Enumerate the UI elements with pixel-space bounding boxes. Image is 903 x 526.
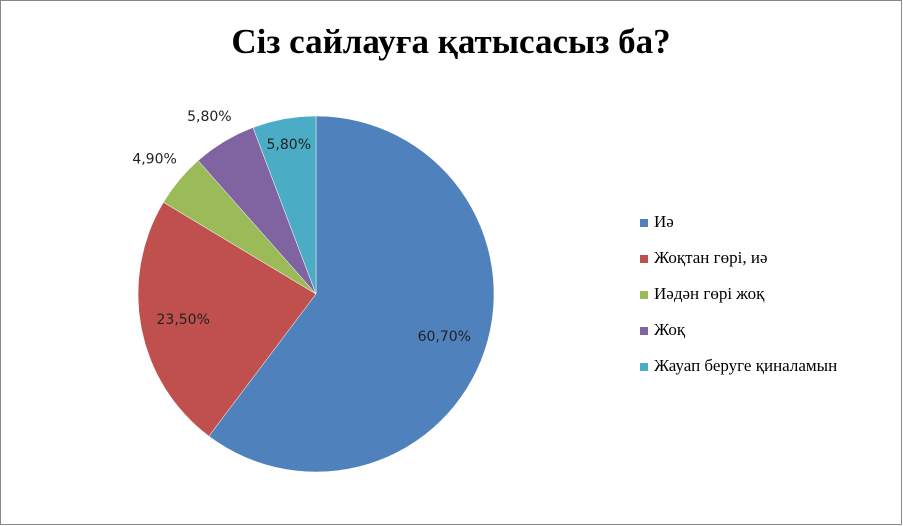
legend-label: Жауап беруге қиналамын (654, 356, 837, 375)
legend-label: Иәдән гөрі жоқ (654, 284, 765, 303)
chart-title: Сіз сайлауға қатысасыз ба? (231, 22, 670, 61)
pie-slice (252, 115, 317, 295)
data-label: 5,80% (187, 109, 231, 125)
legend-swatch (640, 255, 648, 263)
legend-label: Иә (654, 212, 674, 231)
legend-swatch (640, 363, 648, 371)
pie-slice (137, 201, 317, 437)
data-label: 5,80% (267, 137, 311, 153)
data-label: 23,50% (157, 312, 210, 328)
data-label: 60,70% (418, 329, 471, 345)
legend-swatch (640, 291, 648, 299)
legend-label: Жоқтан гөрі, иә (654, 248, 768, 267)
legend-swatch (640, 327, 648, 335)
pie-slice (208, 115, 495, 473)
data-label: 4,90% (132, 152, 176, 168)
legend-swatch (640, 219, 648, 227)
legend-label: Жоқ (654, 320, 686, 339)
